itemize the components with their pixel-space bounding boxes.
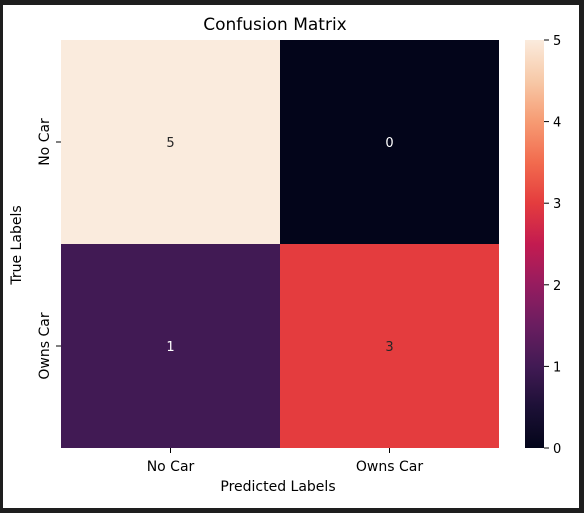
colorbar-tick-label: 5: [553, 34, 561, 49]
cell-annotation: 0: [385, 136, 393, 151]
cell-annotation: 5: [166, 136, 174, 151]
confusion-matrix-chart: Confusion Matrix 5 0 1 3 No Car Owns Car No …: [9, 15, 561, 495]
x-tick-label: No Car: [147, 459, 195, 475]
chart-title: Confusion Matrix: [203, 15, 347, 35]
heatmap-cell: [280, 244, 499, 448]
colorbar-ticks: 0 1 2 3 4 5: [544, 34, 561, 457]
x-axis-label: Predicted Labels: [220, 479, 335, 495]
heatmap-cell: [61, 40, 280, 244]
heatmap-cell: [61, 244, 280, 448]
y-tick-label: Owns Car: [37, 312, 53, 379]
x-tick-label: Owns Car: [356, 459, 423, 475]
y-axis-label: True Labels: [9, 205, 25, 285]
colorbar-tick-label: 3: [553, 197, 561, 212]
heatmap-cells: [61, 40, 499, 448]
y-tick-label: No Car: [37, 118, 53, 166]
colorbar-tick-label: 2: [553, 279, 561, 294]
x-axis-ticks: No Car Owns Car: [147, 448, 423, 475]
colorbar-tick-label: 0: [553, 442, 561, 457]
heatmap-annotations: 5 0 1 3: [166, 136, 393, 355]
colorbar-tick-label: 1: [553, 360, 561, 375]
colorbar-tick-label: 4: [553, 116, 561, 131]
cell-annotation: 3: [385, 340, 393, 355]
y-axis-ticks: No Car Owns Car: [37, 118, 61, 380]
cell-annotation: 1: [166, 340, 174, 355]
figure: Confusion Matrix 5 0 1 3 No Car Owns Car No …: [3, 5, 579, 508]
heatmap-cell: [280, 40, 499, 244]
colorbar: [525, 40, 544, 448]
